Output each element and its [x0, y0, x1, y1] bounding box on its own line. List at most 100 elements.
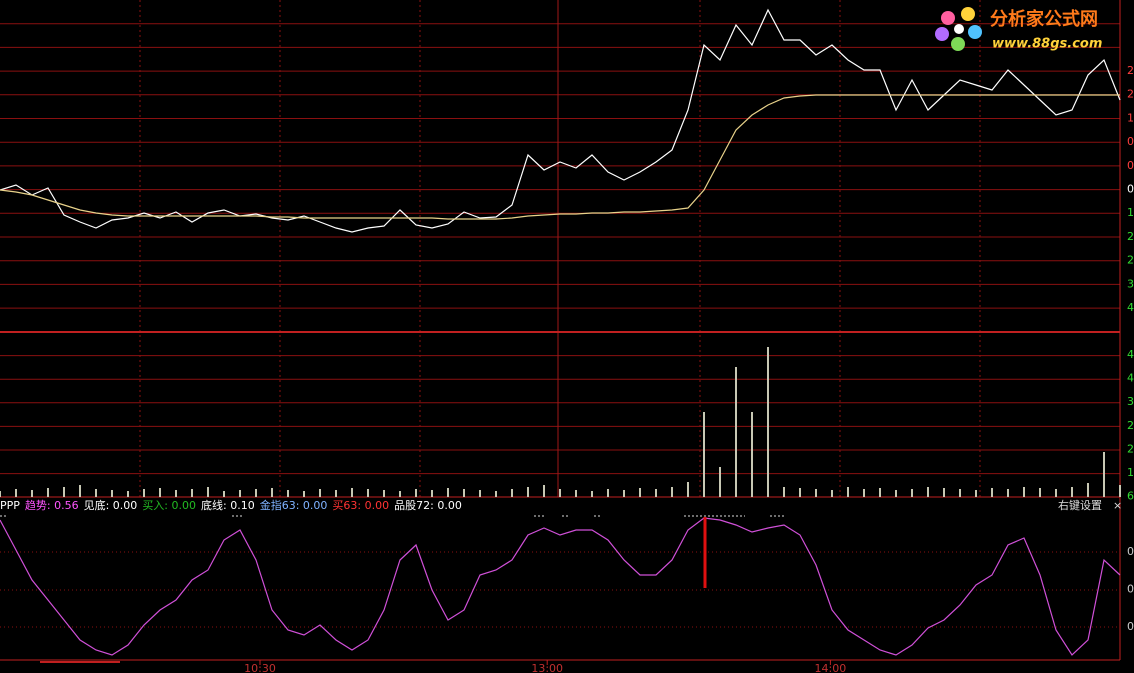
y-tick-label: 3 [1127, 277, 1134, 290]
volume-bar [543, 485, 545, 497]
volume-bar [895, 490, 897, 497]
volume-bar [159, 488, 161, 497]
volume-bar [399, 491, 401, 497]
indicator-value: 见底: 0.00 [84, 498, 138, 512]
volume-bar [111, 490, 113, 497]
volume-bar [79, 485, 81, 497]
volume-bar [1103, 452, 1105, 497]
volume-bar [847, 487, 849, 497]
y-tick-label: 0 [1127, 135, 1134, 148]
indicator-value: 趋势: 0.56 [25, 499, 79, 512]
volume-bar [63, 487, 65, 497]
volume-bar [751, 412, 753, 497]
logo-title: 分析家公式网 [990, 8, 1098, 30]
logo-url: www.88gs.com [992, 37, 1102, 52]
volume-bar [303, 491, 305, 497]
y-tick-label: 2 [1127, 254, 1134, 267]
logo: 分析家公式网 www.88gs.com [935, 7, 1102, 52]
volume-bar [495, 491, 497, 497]
volume-bar [671, 487, 673, 497]
volume-bar [1007, 489, 1009, 497]
y-tick-label: 4 [1127, 348, 1134, 361]
indicator-value: 买63: 0.00 [332, 499, 389, 512]
volume-bar [95, 489, 97, 497]
y-tick-label: 6 [1127, 490, 1134, 503]
y-tick-label: 4 [1127, 301, 1134, 314]
y-tick-label: 2 [1127, 88, 1134, 101]
volume-bar [175, 490, 177, 497]
volume-bar [1055, 489, 1057, 497]
volume-bar [15, 489, 17, 497]
y-tick-label: 0 [1127, 583, 1134, 596]
volume-bar [639, 488, 641, 497]
settings-button[interactable]: 右键设置 [1058, 498, 1102, 512]
volume-bar [719, 467, 721, 497]
indicator-header: PPP 趋势: 0.56 见底: 0.00 买入: 0.00 底线: 0.10 金指63:… [0, 498, 462, 512]
indicator-value: 买入: 0.00 [142, 499, 196, 512]
volume-bar [271, 488, 273, 497]
indicator-value: 金指63: 0.00 [260, 498, 328, 512]
y-tick-label: 0 [1127, 159, 1134, 172]
close-button[interactable]: × [1113, 499, 1122, 512]
series-line [0, 94, 1120, 220]
volume-bar [687, 482, 689, 497]
volume-bar [335, 490, 337, 497]
y-tick-label: 3 [1127, 395, 1134, 408]
indicator-value: PPP [0, 499, 20, 512]
x-tick-label: 10:30 [244, 662, 276, 673]
volume-bar [511, 489, 513, 497]
y-tick-label: 4 [1127, 372, 1134, 385]
volume-bar [735, 367, 737, 497]
y-tick-label: 2 [1127, 64, 1134, 77]
y-tick-label: 1 [1127, 466, 1134, 479]
volume-bar [943, 488, 945, 497]
y-tick-label: 1 [1127, 111, 1134, 124]
volume-bar [591, 491, 593, 497]
volume-bar [799, 488, 801, 497]
volume-bar [991, 488, 993, 497]
x-tick-label: 13:00 [531, 662, 563, 673]
volume-bar [415, 489, 417, 497]
volume-bar [127, 491, 129, 497]
volume-bar [239, 490, 241, 497]
volume-bar [207, 487, 209, 497]
y-tick-label: 2 [1127, 230, 1134, 243]
indicator-value: 底线: 0.10 [201, 498, 255, 512]
volume-bar [1087, 483, 1089, 497]
volume-bar [0, 491, 1, 497]
volume-bar [703, 412, 705, 497]
series-line [0, 517, 1121, 656]
volume-bar [47, 488, 49, 497]
y-tick-label: 2 [1127, 419, 1134, 432]
volume-bar [431, 490, 433, 497]
y-tick-label: 0 [1127, 620, 1134, 633]
volume-bar [367, 489, 369, 497]
series-line [0, 8, 1121, 233]
volume-bar [655, 489, 657, 497]
y-tick-label: 0 [1127, 545, 1134, 558]
volume-bar [927, 487, 929, 497]
volume-bar [879, 488, 881, 497]
volume-bar [815, 489, 817, 497]
volume-bar [911, 489, 913, 497]
volume-bar [191, 489, 193, 497]
volume-bar [831, 490, 833, 497]
volume-bar [975, 490, 977, 497]
volume-bar [319, 489, 321, 497]
volume-bar [255, 489, 257, 497]
volume-bar [1071, 487, 1073, 497]
volume-bar [223, 491, 225, 497]
volume-bar [1039, 488, 1041, 497]
volume-bar [559, 489, 561, 497]
volume-bar [783, 487, 785, 497]
volume-bar [607, 489, 609, 497]
volume-bar [1119, 485, 1121, 497]
volume-bar [479, 490, 481, 497]
volume-bar [31, 490, 33, 497]
volume-bar [351, 488, 353, 497]
y-tick-label: 1 [1127, 206, 1134, 219]
y-tick-label: 2 [1127, 442, 1134, 455]
y-tick-label: 0 [1127, 183, 1134, 196]
volume-bar [623, 490, 625, 497]
